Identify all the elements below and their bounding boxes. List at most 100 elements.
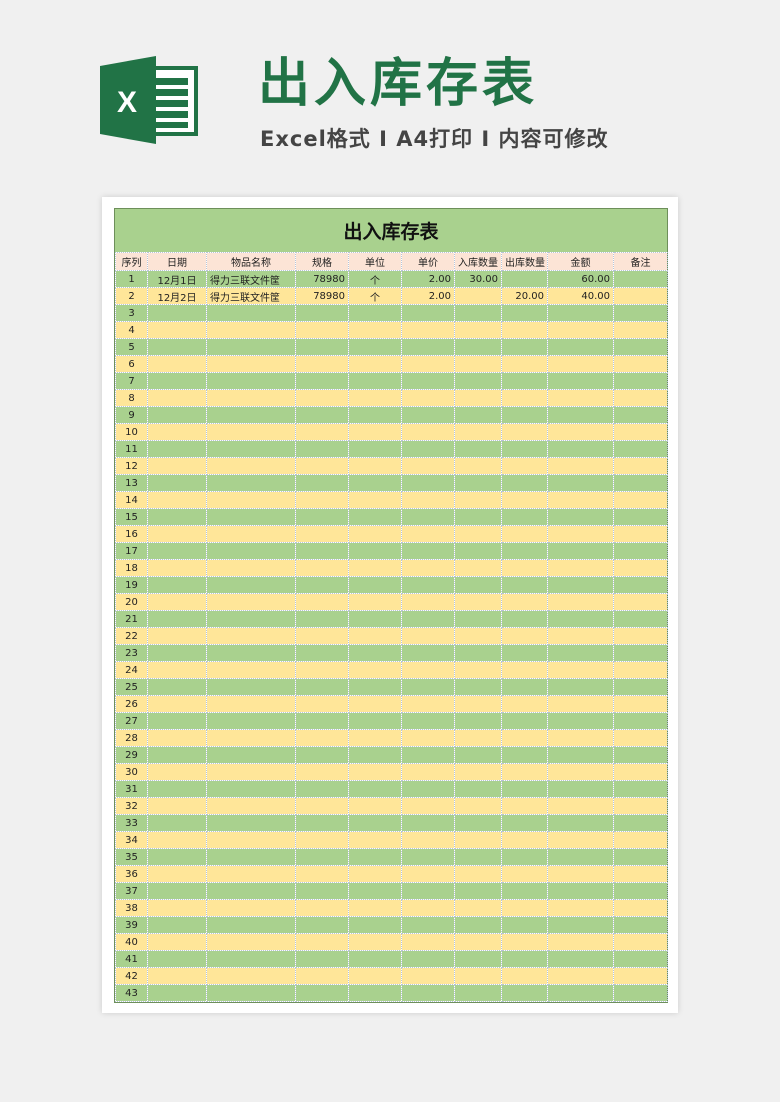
table-cell[interactable] [295, 610, 349, 628]
table-cell[interactable] [547, 372, 614, 390]
table-cell[interactable] [401, 542, 455, 560]
table-cell[interactable] [295, 355, 349, 373]
table-cell[interactable] [206, 916, 296, 934]
table-cell[interactable]: 31 [115, 780, 148, 798]
table-cell[interactable] [147, 882, 207, 900]
table-cell[interactable] [147, 780, 207, 798]
table-cell[interactable] [348, 321, 402, 339]
table-cell[interactable] [454, 882, 502, 900]
table-cell[interactable] [206, 933, 296, 951]
table-cell[interactable] [501, 372, 548, 390]
table-cell[interactable] [613, 576, 668, 594]
table-cell[interactable] [547, 763, 614, 781]
table-cell[interactable] [454, 355, 502, 373]
table-cell[interactable] [547, 304, 614, 322]
table-cell[interactable] [401, 865, 455, 883]
table-cell[interactable] [613, 406, 668, 424]
table-cell[interactable] [613, 661, 668, 679]
table-cell[interactable] [501, 712, 548, 730]
table-cell[interactable] [348, 406, 402, 424]
table-cell[interactable] [547, 831, 614, 849]
table-cell[interactable] [295, 695, 349, 713]
table-cell[interactable] [348, 729, 402, 747]
table-cell[interactable] [147, 712, 207, 730]
table-cell[interactable] [295, 814, 349, 832]
table-cell[interactable] [454, 916, 502, 934]
column-header[interactable]: 规格 [295, 252, 349, 271]
table-cell[interactable] [206, 899, 296, 917]
table-cell[interactable] [501, 423, 548, 441]
table-cell[interactable] [613, 984, 668, 1002]
table-cell[interactable] [295, 967, 349, 985]
table-cell[interactable]: 39 [115, 916, 148, 934]
table-cell[interactable] [401, 406, 455, 424]
table-cell[interactable]: 个 [348, 287, 402, 305]
table-cell[interactable] [547, 780, 614, 798]
table-cell[interactable] [206, 678, 296, 696]
table-cell[interactable] [613, 593, 668, 611]
table-cell[interactable] [454, 797, 502, 815]
table-cell[interactable] [348, 950, 402, 968]
table-cell[interactable] [501, 270, 548, 288]
table-cell[interactable] [206, 695, 296, 713]
table-cell[interactable] [454, 729, 502, 747]
table-cell[interactable] [401, 967, 455, 985]
table-cell[interactable] [454, 661, 502, 679]
table-cell[interactable] [547, 559, 614, 577]
table-cell[interactable] [401, 848, 455, 866]
table-cell[interactable] [348, 984, 402, 1002]
column-header[interactable]: 单价 [401, 252, 455, 271]
table-cell[interactable] [206, 984, 296, 1002]
table-cell[interactable] [547, 457, 614, 475]
table-cell[interactable] [295, 576, 349, 594]
table-cell[interactable] [501, 304, 548, 322]
table-cell[interactable] [401, 831, 455, 849]
table-cell[interactable] [295, 440, 349, 458]
table-cell[interactable] [206, 967, 296, 985]
table-cell[interactable] [348, 457, 402, 475]
table-cell[interactable] [147, 967, 207, 985]
table-cell[interactable] [147, 763, 207, 781]
table-cell[interactable] [147, 933, 207, 951]
table-cell[interactable] [147, 644, 207, 662]
table-cell[interactable] [295, 508, 349, 526]
table-cell[interactable] [401, 933, 455, 951]
table-cell[interactable] [454, 644, 502, 662]
table-cell[interactable]: 2.00 [401, 270, 455, 288]
table-cell[interactable] [501, 780, 548, 798]
table-cell[interactable] [147, 695, 207, 713]
table-cell[interactable] [501, 440, 548, 458]
table-cell[interactable] [454, 933, 502, 951]
column-header[interactable]: 序列 [115, 252, 148, 271]
table-cell[interactable] [547, 610, 614, 628]
column-header[interactable]: 物品名称 [206, 252, 296, 271]
table-cell[interactable]: 20 [115, 593, 148, 611]
table-cell[interactable] [613, 763, 668, 781]
table-cell[interactable]: 9 [115, 406, 148, 424]
table-cell[interactable] [348, 644, 402, 662]
table-cell[interactable] [348, 474, 402, 492]
table-cell[interactable] [454, 389, 502, 407]
table-cell[interactable] [501, 695, 548, 713]
table-cell[interactable] [401, 882, 455, 900]
table-cell[interactable] [401, 491, 455, 509]
table-cell[interactable] [501, 746, 548, 764]
table-cell[interactable] [206, 644, 296, 662]
table-cell[interactable] [613, 372, 668, 390]
table-cell[interactable] [206, 746, 296, 764]
table-cell[interactable] [401, 508, 455, 526]
table-cell[interactable] [613, 967, 668, 985]
table-cell[interactable]: 24 [115, 661, 148, 679]
table-cell[interactable]: 11 [115, 440, 148, 458]
table-cell[interactable] [454, 457, 502, 475]
table-cell[interactable] [613, 270, 668, 288]
table-cell[interactable] [501, 933, 548, 951]
table-cell[interactable] [613, 712, 668, 730]
table-cell[interactable]: 3 [115, 304, 148, 322]
table-cell[interactable] [547, 814, 614, 832]
table-cell[interactable]: 29 [115, 746, 148, 764]
table-cell[interactable]: 40 [115, 933, 148, 951]
table-cell[interactable] [348, 440, 402, 458]
table-cell[interactable] [547, 338, 614, 356]
table-cell[interactable] [454, 848, 502, 866]
